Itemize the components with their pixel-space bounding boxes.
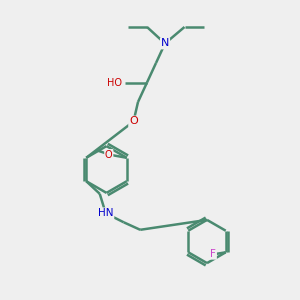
- Text: HO: HO: [107, 77, 122, 88]
- Text: N: N: [161, 38, 169, 49]
- Text: O: O: [105, 150, 112, 160]
- Text: O: O: [129, 116, 138, 127]
- Text: F: F: [210, 249, 216, 259]
- Text: HN: HN: [98, 208, 113, 218]
